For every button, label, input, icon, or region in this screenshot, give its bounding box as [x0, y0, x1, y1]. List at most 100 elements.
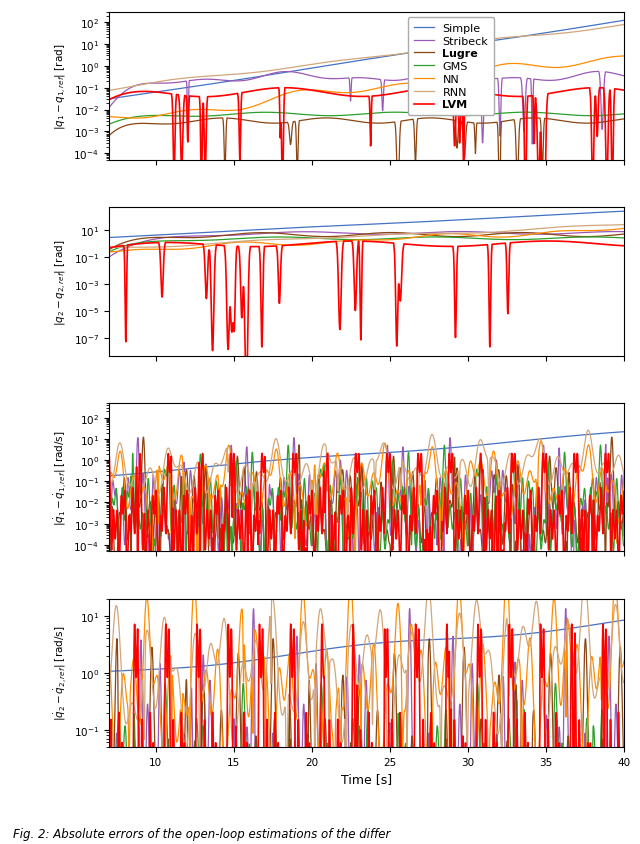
Line: Simple: Simple [109, 620, 624, 672]
Lugre [164, 233, 172, 243]
RNN [344, 512, 352, 522]
Simple [195, 229, 202, 239]
GMS [105, 247, 113, 257]
RNN [554, 223, 562, 233]
Stribeck [325, 228, 333, 238]
NN [195, 243, 202, 253]
GMS [419, 598, 426, 608]
Simple [164, 230, 172, 241]
RNN [383, 819, 391, 829]
Simple [105, 95, 113, 105]
NN [115, 819, 122, 829]
Line: Lugre: Lugre [109, 119, 624, 204]
GMS [555, 110, 563, 120]
Lugre [555, 116, 563, 126]
NN [105, 657, 113, 667]
LVM [325, 237, 333, 247]
Line: NN: NN [109, 57, 624, 119]
GMS [164, 236, 172, 246]
GMS [588, 233, 595, 243]
LVM [162, 619, 170, 630]
NN [303, 85, 310, 95]
Stribeck [620, 531, 628, 541]
Stribeck [105, 751, 113, 761]
Stribeck [325, 74, 333, 84]
NN [105, 473, 113, 483]
Line: RNN: RNN [109, 430, 624, 517]
RNN [303, 459, 310, 469]
Simple [105, 233, 113, 243]
Line: Simple: Simple [109, 432, 624, 476]
RNN [610, 22, 618, 32]
GMS [164, 111, 172, 122]
GMS [195, 514, 202, 524]
Legend: Simple, Stribeck, Lugre, GMS, NN, RNN, LVM: Simple, Stribeck, Lugre, GMS, NN, RNN, L… [408, 19, 494, 116]
Lugre [195, 495, 202, 505]
Simple [303, 453, 310, 463]
NN [195, 106, 202, 116]
LVM [325, 498, 333, 508]
RNN [105, 690, 113, 700]
Simple [554, 27, 562, 37]
Line: NN: NN [109, 575, 624, 824]
Lugre [195, 233, 202, 243]
Stribeck [611, 69, 618, 79]
RNN [164, 632, 172, 642]
Lugre [195, 804, 202, 814]
NN [325, 87, 333, 97]
Lugre [105, 132, 113, 142]
Stribeck [620, 227, 628, 237]
RNN [325, 742, 333, 752]
Simple [195, 82, 202, 92]
RNN [555, 452, 563, 463]
Line: LVM: LVM [109, 454, 624, 695]
Line: LVM: LVM [109, 241, 624, 398]
NN [537, 436, 545, 446]
GMS [610, 111, 618, 121]
Lugre [303, 231, 310, 241]
Line: LVM: LVM [109, 625, 624, 844]
GMS [620, 771, 628, 782]
Lugre [164, 525, 172, 535]
Lugre [608, 432, 616, 442]
Lugre [555, 230, 563, 241]
GMS [303, 111, 310, 121]
Line: Stribeck: Stribeck [109, 232, 624, 258]
GMS [620, 110, 628, 120]
NN [554, 227, 562, 237]
Stribeck [611, 528, 618, 538]
Lugre [325, 232, 333, 242]
GMS [303, 233, 310, 243]
NN [325, 485, 333, 495]
RNN [554, 30, 562, 40]
RNN [620, 678, 628, 688]
Simple [195, 662, 202, 672]
GMS [325, 758, 333, 768]
Stribeck [195, 231, 202, 241]
Line: NN: NN [109, 441, 624, 581]
NN [195, 654, 202, 664]
Text: Fig. 2: Absolute errors of the open-loop estimations of the differ: Fig. 2: Absolute errors of the open-loop… [13, 827, 390, 840]
NN [132, 114, 140, 124]
NN [620, 51, 628, 62]
NN [325, 669, 333, 679]
Simple [303, 223, 310, 233]
Lugre [303, 766, 310, 776]
LVM [620, 241, 628, 252]
NN [164, 461, 172, 471]
Stribeck [195, 75, 202, 85]
Stribeck [554, 230, 562, 240]
LVM [303, 85, 310, 95]
Simple [620, 207, 628, 217]
Simple [105, 667, 113, 677]
Lugre [620, 505, 628, 515]
Lugre [555, 490, 563, 500]
NN [303, 521, 310, 531]
RNN [611, 462, 618, 472]
LVM [555, 237, 563, 247]
NN [611, 581, 618, 591]
Lugre [113, 634, 121, 644]
LVM [555, 88, 563, 98]
Simple [164, 86, 172, 96]
Line: NN: NN [109, 229, 624, 253]
